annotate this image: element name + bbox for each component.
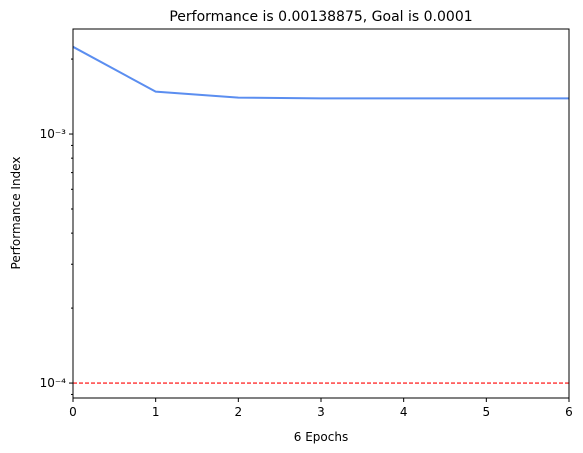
y-axis-label: Performance Index — [9, 157, 23, 270]
x-tick-label: 0 — [69, 405, 77, 419]
x-tick-label: 3 — [317, 405, 325, 419]
chart-title: Performance is 0.00138875, Goal is 0.000… — [169, 9, 472, 25]
plot-frame — [72, 28, 570, 399]
x-tick-label: 5 — [483, 405, 491, 419]
y-tick-label: 10⁻³ — [40, 127, 67, 141]
x-tick-label: 1 — [152, 405, 160, 419]
series-line — [73, 45, 569, 100]
x-tick-label: 2 — [235, 405, 243, 419]
x-axis-label: 6 Epochs — [294, 430, 348, 444]
x-tick-label: 4 — [400, 405, 408, 419]
y-tick-label: 10⁻⁴ — [40, 376, 67, 390]
x-tick-label: 6 — [565, 405, 573, 419]
